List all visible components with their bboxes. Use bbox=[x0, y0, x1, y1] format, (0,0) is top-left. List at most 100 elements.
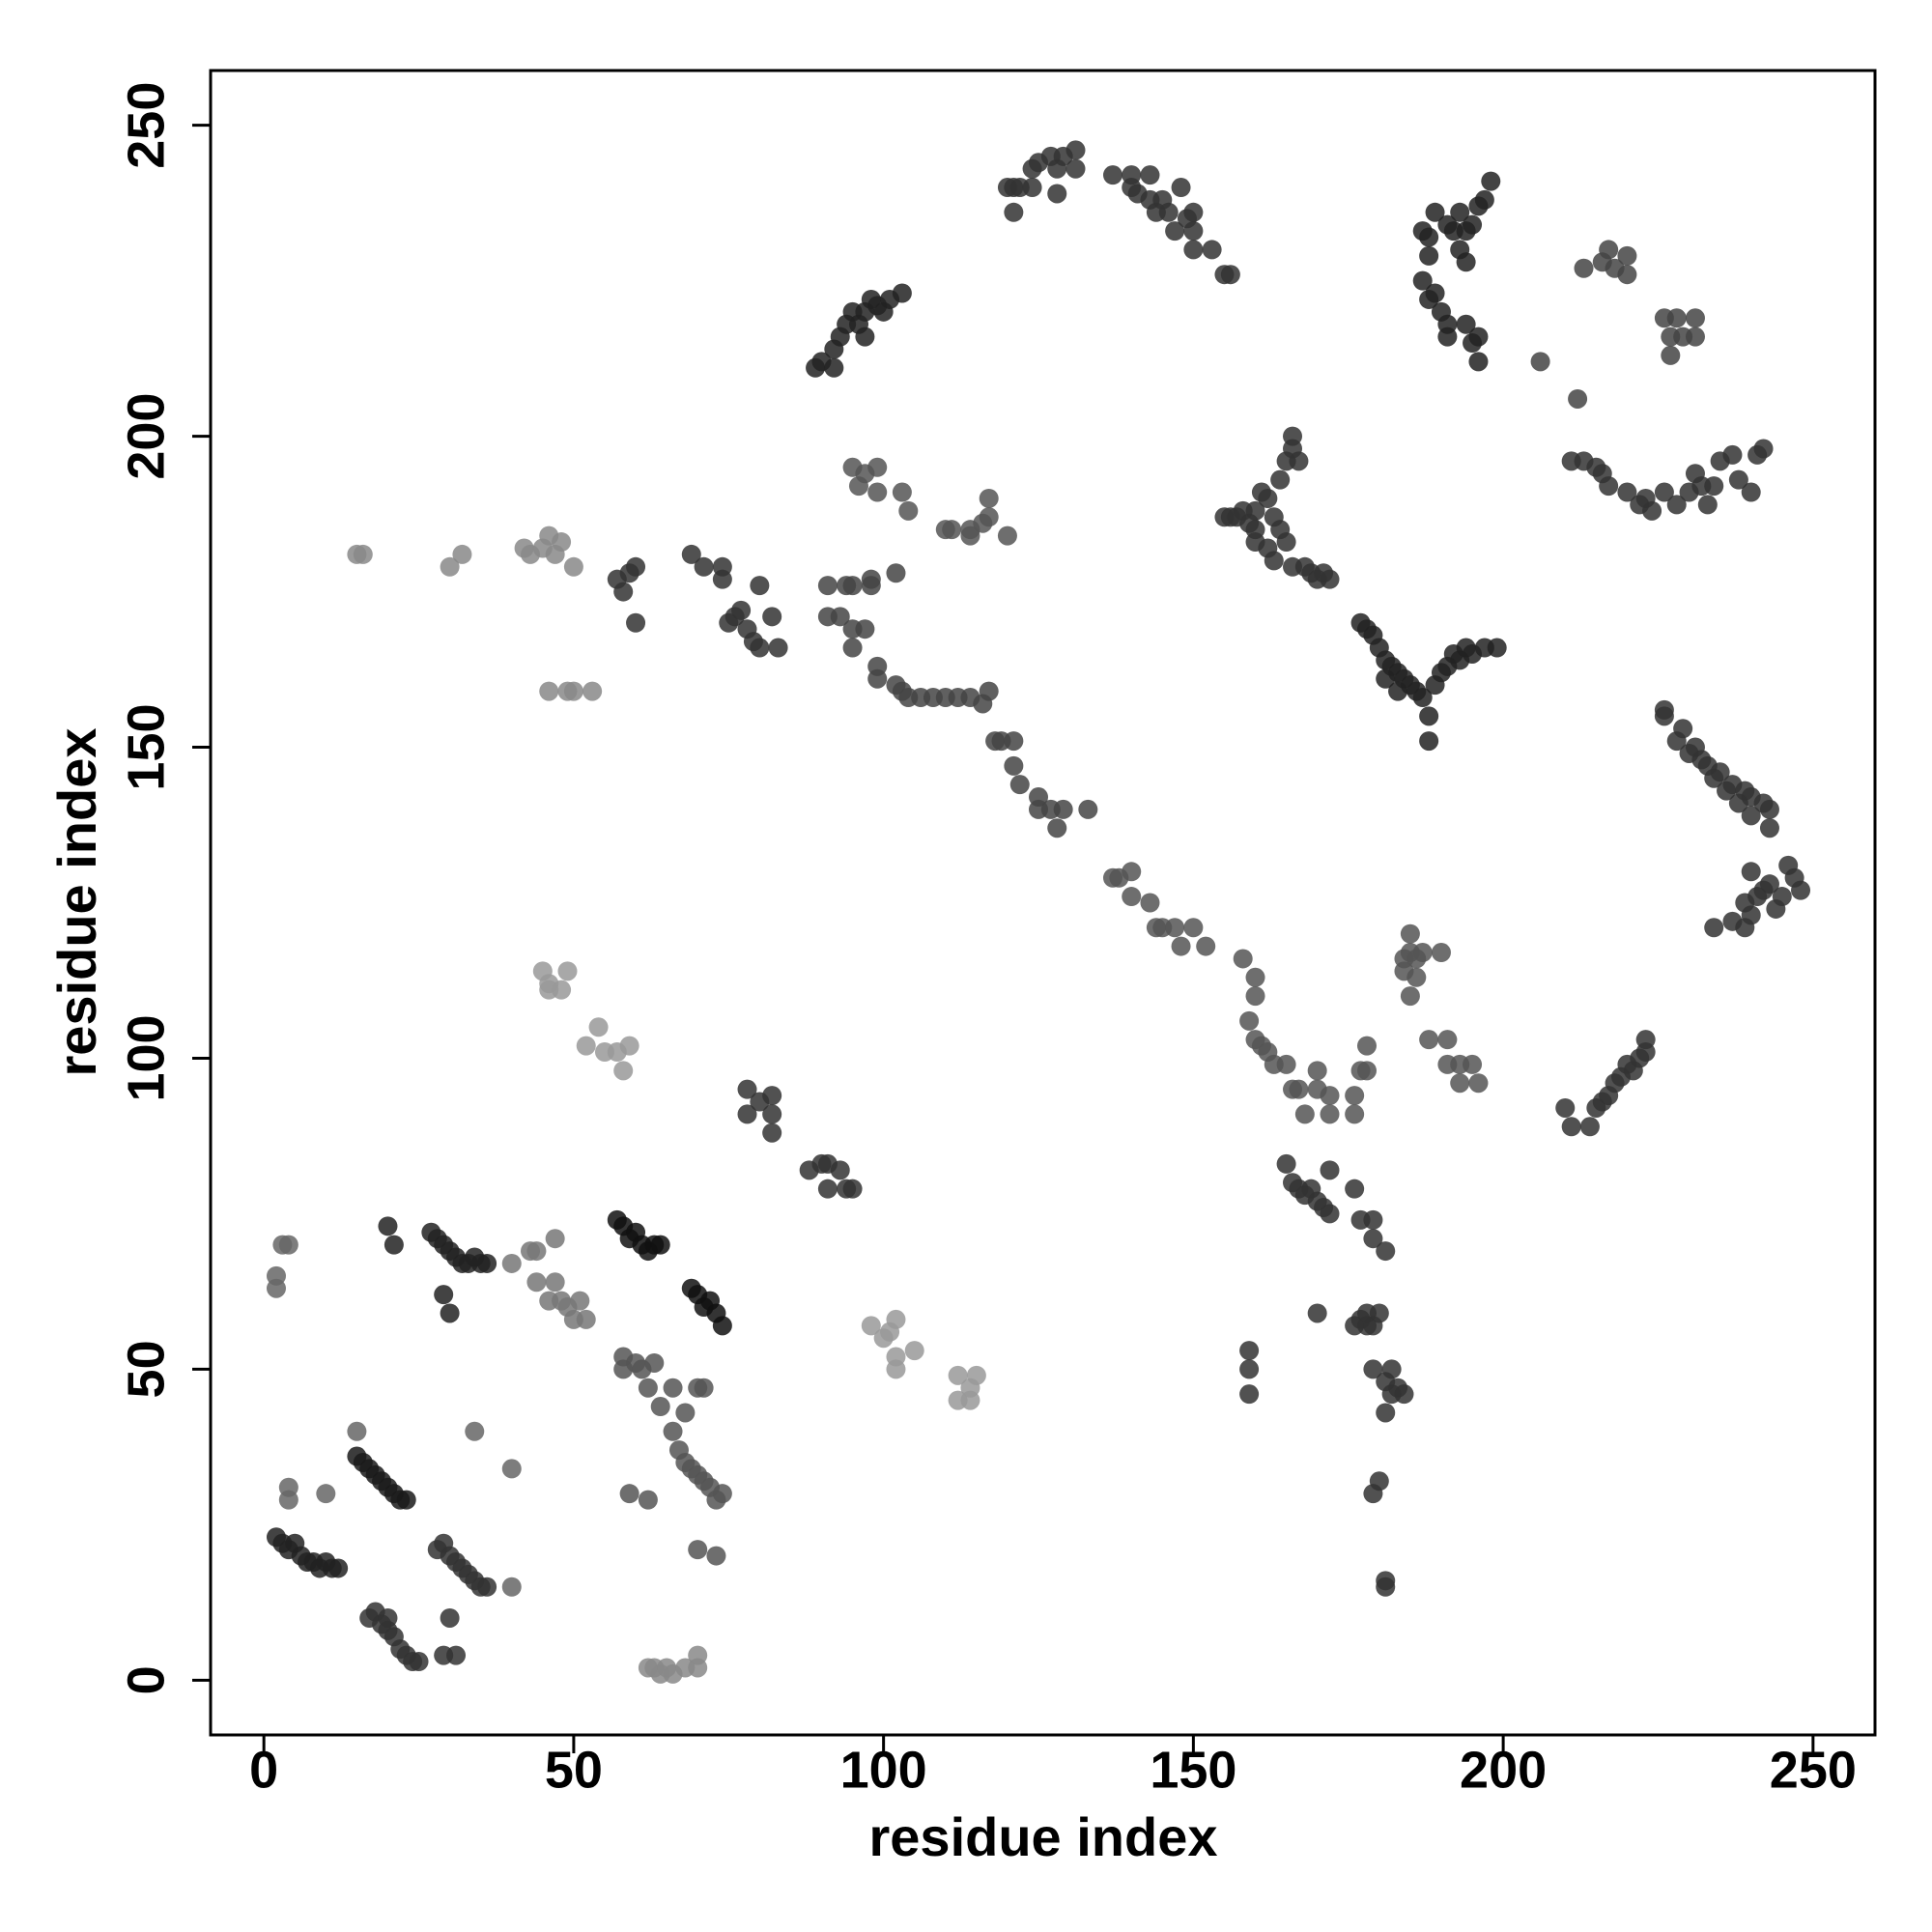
point bbox=[1004, 202, 1024, 222]
point bbox=[892, 283, 912, 303]
point bbox=[576, 1309, 596, 1329]
point bbox=[1289, 1079, 1309, 1099]
point bbox=[1158, 202, 1179, 222]
point bbox=[1363, 1359, 1383, 1379]
point bbox=[1283, 426, 1303, 446]
point bbox=[1276, 532, 1296, 553]
point bbox=[501, 1459, 522, 1479]
point bbox=[1437, 1030, 1458, 1050]
point bbox=[1419, 706, 1439, 726]
point bbox=[1772, 887, 1792, 907]
point bbox=[1412, 688, 1433, 708]
point bbox=[1140, 893, 1160, 913]
point bbox=[1009, 775, 1030, 795]
point bbox=[278, 1490, 298, 1510]
point bbox=[1245, 967, 1265, 987]
point bbox=[1122, 165, 1142, 185]
point bbox=[613, 582, 634, 602]
point bbox=[966, 1365, 986, 1385]
point bbox=[688, 1540, 708, 1560]
point bbox=[1617, 482, 1637, 502]
point bbox=[861, 576, 881, 596]
point bbox=[712, 1484, 732, 1504]
point bbox=[1122, 887, 1142, 907]
point bbox=[886, 1309, 906, 1329]
point bbox=[1635, 1030, 1656, 1050]
point bbox=[1369, 1303, 1389, 1323]
point bbox=[1065, 140, 1086, 160]
point bbox=[1356, 1036, 1377, 1056]
point bbox=[452, 544, 472, 564]
point bbox=[768, 638, 788, 658]
point bbox=[378, 1607, 398, 1628]
point bbox=[1419, 245, 1439, 266]
x-tick-label: 250 bbox=[1770, 1741, 1857, 1799]
point bbox=[1697, 495, 1718, 515]
point bbox=[1245, 500, 1265, 521]
point bbox=[867, 482, 888, 502]
point bbox=[1759, 799, 1779, 819]
y-tick-label: 100 bbox=[117, 1014, 175, 1101]
point bbox=[1140, 165, 1160, 185]
point bbox=[1759, 874, 1779, 895]
point bbox=[1419, 731, 1439, 752]
point bbox=[762, 1104, 782, 1124]
point bbox=[1376, 668, 1396, 689]
y-tick-label: 0 bbox=[117, 1665, 175, 1694]
point bbox=[563, 681, 583, 701]
point bbox=[1183, 202, 1204, 222]
point bbox=[1376, 1241, 1396, 1262]
point bbox=[1307, 1303, 1327, 1323]
point bbox=[539, 681, 559, 701]
x-tick-label: 50 bbox=[545, 1741, 603, 1799]
point bbox=[1022, 178, 1042, 198]
point bbox=[1654, 706, 1674, 726]
point bbox=[855, 327, 875, 347]
point bbox=[409, 1652, 429, 1672]
point bbox=[440, 556, 460, 577]
point bbox=[1468, 1073, 1489, 1094]
point bbox=[1673, 719, 1693, 739]
point bbox=[762, 1122, 782, 1143]
point bbox=[1276, 1054, 1296, 1074]
point bbox=[1661, 345, 1681, 365]
point bbox=[663, 1421, 683, 1441]
point bbox=[545, 1272, 565, 1293]
point bbox=[842, 576, 863, 596]
point bbox=[1196, 936, 1216, 956]
point bbox=[1233, 949, 1253, 969]
point bbox=[1065, 158, 1086, 179]
point bbox=[328, 1558, 349, 1578]
point bbox=[1294, 1104, 1315, 1124]
point bbox=[1487, 638, 1507, 658]
point bbox=[1599, 476, 1619, 497]
point bbox=[1400, 923, 1420, 944]
point bbox=[675, 1403, 696, 1423]
point bbox=[347, 1421, 367, 1441]
point bbox=[737, 1104, 757, 1124]
point bbox=[526, 1272, 547, 1293]
point bbox=[1741, 862, 1761, 882]
point bbox=[762, 607, 782, 627]
point bbox=[1617, 265, 1637, 285]
point bbox=[588, 1017, 609, 1037]
point bbox=[501, 1253, 522, 1273]
point bbox=[278, 1235, 298, 1255]
point bbox=[1276, 1153, 1296, 1174]
point bbox=[1530, 352, 1550, 372]
y-tick-label: 250 bbox=[117, 82, 175, 169]
point bbox=[1345, 1179, 1365, 1199]
y-tick-label: 50 bbox=[117, 1340, 175, 1398]
point bbox=[1345, 1086, 1365, 1106]
point bbox=[619, 1036, 639, 1056]
point bbox=[1741, 905, 1761, 925]
point bbox=[619, 1484, 639, 1504]
point bbox=[582, 681, 603, 701]
point bbox=[1722, 444, 1743, 465]
x-tick-label: 0 bbox=[249, 1741, 278, 1799]
point bbox=[1171, 936, 1191, 956]
point bbox=[638, 1378, 658, 1398]
point bbox=[1202, 240, 1222, 260]
point bbox=[440, 1607, 460, 1628]
point bbox=[1481, 171, 1501, 191]
